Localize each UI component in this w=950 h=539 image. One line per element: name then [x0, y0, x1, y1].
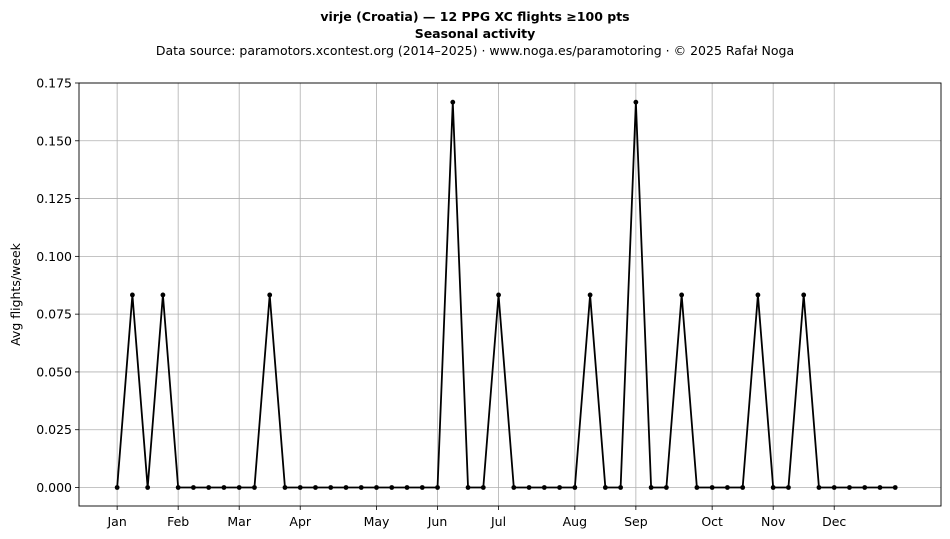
data-point: [343, 485, 349, 490]
data-point: [541, 485, 547, 490]
data-point: [129, 292, 135, 298]
data-point: [374, 485, 379, 490]
series-line: [116, 101, 896, 489]
data-point: [877, 485, 883, 490]
data-point: [831, 485, 837, 490]
data-point: [358, 485, 364, 490]
y-tick-label: 0.125: [36, 191, 72, 206]
chart-title: virje (Croatia) — 12 PPG XC flights ≥100…: [320, 9, 630, 24]
data-point: [526, 485, 532, 490]
data-point: [572, 485, 578, 490]
y-tick-label: 0.175: [36, 76, 72, 91]
y-tick-label: 0.025: [36, 422, 72, 437]
data-point: [496, 292, 501, 298]
y-tick-label: 0.000: [36, 480, 72, 495]
data-point: [160, 292, 166, 298]
data-point: [267, 292, 273, 298]
data-point: [328, 485, 334, 490]
x-tick-label: Sep: [624, 514, 648, 529]
x-tick-label: Apr: [289, 514, 311, 529]
y-tick-label: 0.050: [36, 364, 72, 379]
data-point: [465, 485, 471, 490]
data-point: [297, 485, 303, 490]
data-point: [862, 485, 868, 490]
x-tick-label: Nov: [761, 514, 786, 529]
data-point: [786, 485, 791, 490]
data-point: [450, 99, 456, 105]
data-point: [587, 292, 593, 298]
data-point: [709, 485, 715, 490]
data-point: [602, 485, 608, 490]
data-point: [252, 485, 257, 490]
data-point: [435, 485, 440, 490]
data-point: [404, 485, 410, 490]
x-tick-label: Jul: [490, 514, 506, 529]
data-point: [892, 485, 898, 490]
plot-frame: [78, 82, 942, 507]
y-tick-label: 0.075: [36, 307, 72, 322]
chart-source-note: Data source: paramotors.xcontest.org (20…: [155, 43, 795, 58]
x-tick-label: Jun: [427, 514, 448, 529]
y-axis-label: Avg flights/week: [8, 242, 23, 346]
data-point: [740, 485, 746, 490]
data-point: [313, 485, 318, 490]
data-point: [633, 99, 639, 105]
y-tick-label: 0.150: [36, 133, 72, 148]
x-tick-label: Feb: [167, 514, 189, 529]
axes: 0.000 0.025 0.050 0.075 0.100 0.125 0.150 0.175…: [36, 76, 846, 530]
data-point: [236, 485, 242, 490]
data-point: [191, 485, 196, 490]
data-point: [663, 485, 669, 490]
data-point: [557, 485, 562, 490]
data-point: [801, 292, 807, 298]
data-point: [679, 292, 685, 298]
x-tick-label: Mar: [227, 514, 251, 529]
data-point: [847, 485, 852, 490]
data-point: [175, 485, 181, 490]
data-point: [816, 485, 822, 490]
data-point: [221, 485, 227, 490]
y-tick-label: 0.100: [36, 249, 72, 264]
data-point: [770, 485, 776, 490]
x-tick-label: Dec: [822, 514, 846, 529]
data-point: [389, 485, 395, 490]
data-point: [114, 485, 120, 490]
data-point: [206, 485, 212, 490]
data-point: [145, 485, 151, 490]
data-point: [480, 485, 486, 490]
data-point: [282, 485, 288, 490]
data-point: [419, 485, 425, 490]
data-point: [648, 485, 654, 490]
x-tick-label: Jan: [107, 514, 127, 529]
series-layer: [114, 99, 898, 490]
x-tick-label: Aug: [563, 514, 587, 529]
data-point: [511, 485, 517, 490]
data-point: [694, 485, 700, 490]
chart-subtitle: Seasonal activity: [414, 26, 536, 41]
data-point: [725, 485, 730, 490]
data-point: [755, 292, 761, 298]
x-tick-label: Oct: [701, 514, 723, 529]
data-point: [618, 485, 624, 490]
x-tick-label: May: [364, 514, 390, 529]
